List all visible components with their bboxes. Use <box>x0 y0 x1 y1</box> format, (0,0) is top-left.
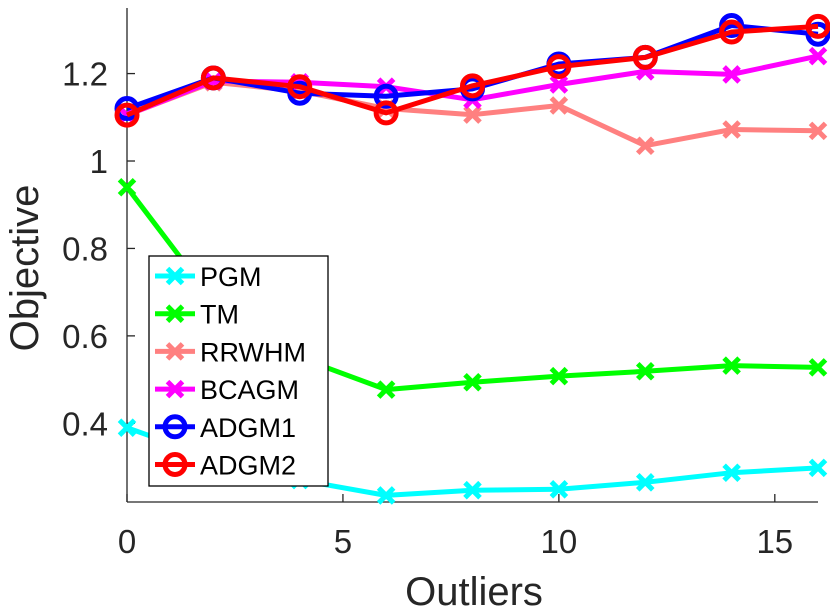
legend-entry-pgm: PGM <box>155 262 262 292</box>
data-point-adgm2 <box>114 102 140 128</box>
legend-label-adgm1: ADGM1 <box>200 413 296 443</box>
legend-box <box>148 255 329 487</box>
data-point-pgm <box>463 480 482 500</box>
y-tick-label: 0.4 <box>62 405 108 442</box>
data-point-pgm <box>808 458 828 478</box>
data-point-pgm <box>117 418 137 437</box>
data-point-adgm2 <box>287 74 313 100</box>
x-axis-title: Outliers <box>405 570 543 611</box>
data-point-tm <box>376 380 396 399</box>
x-tick-label: 15 <box>756 523 793 560</box>
data-point-rrwhm <box>635 136 655 155</box>
series-adgm2 <box>114 13 830 128</box>
y-tick-label: 1 <box>90 143 108 180</box>
data-point-tm <box>635 362 655 381</box>
data-point-rrwhm <box>463 105 482 124</box>
data-point-adgm1 <box>373 83 399 109</box>
data-point-adgm2 <box>200 65 226 91</box>
data-point-adgm1 <box>805 21 830 47</box>
legend-entry-bcagm: BCAGM <box>155 375 299 405</box>
data-point-tm <box>549 366 569 386</box>
data-point-bcagm <box>808 46 828 66</box>
data-point-pgm <box>635 473 655 492</box>
x-tick-label: 10 <box>541 523 578 560</box>
legend-label-rrwhm: RRWHM <box>200 337 306 367</box>
legend-swatch-marker <box>165 304 185 323</box>
data-point-adgm2 <box>719 19 745 45</box>
legend: PGM TM RRWHM BCAGM ADGM1 ADGM2 <box>148 255 329 487</box>
legend-label-pgm: PGM <box>200 262 262 292</box>
legend-entry-tm: TM <box>155 300 239 330</box>
data-point-tm <box>463 372 482 392</box>
data-point-pgm <box>376 486 396 505</box>
data-point-rrwhm <box>808 121 828 141</box>
legend-entry-adgm1: ADGM1 <box>155 413 296 443</box>
y-tick-label: 0.8 <box>62 230 108 267</box>
data-point-adgm2 <box>460 73 485 99</box>
data-point-adgm2 <box>632 44 658 70</box>
data-point-tm <box>722 356 741 375</box>
series-line-adgm2 <box>126 23 819 118</box>
legend-swatch-marker <box>162 452 188 477</box>
data-point-tm <box>808 358 828 377</box>
data-point-adgm2 <box>805 13 830 39</box>
data-point-tm <box>117 177 137 197</box>
y-tick-label: 0.6 <box>62 318 108 355</box>
data-point-bcagm <box>117 105 137 125</box>
data-point-bcagm <box>549 75 569 94</box>
legend-swatch-marker <box>165 266 185 286</box>
x-tick-label: 0 <box>118 523 136 560</box>
data-point-rrwhm <box>549 96 569 115</box>
legend-entry-rrwhm: RRWHM <box>155 337 306 367</box>
data-point-pgm <box>722 463 741 482</box>
legend-swatch-marker <box>165 342 185 361</box>
x-tick-label: 5 <box>334 523 352 560</box>
legend-label-tm: TM <box>200 300 239 330</box>
legend-swatch-marker <box>162 414 188 440</box>
legend-label-bcagm: BCAGM <box>200 375 299 405</box>
data-point-adgm2 <box>373 100 399 126</box>
y-axis-title: Objective <box>3 185 47 352</box>
data-point-adgm2 <box>546 54 572 80</box>
legend-entry-adgm2: ADGM2 <box>155 451 296 481</box>
data-point-pgm <box>549 480 569 499</box>
data-point-bcagm <box>722 65 741 84</box>
legend-swatch-marker <box>165 379 185 399</box>
data-point-rrwhm <box>722 120 741 139</box>
y-tick-label: 1.2 <box>62 56 108 93</box>
legend-label-adgm2: ADGM2 <box>200 451 296 481</box>
